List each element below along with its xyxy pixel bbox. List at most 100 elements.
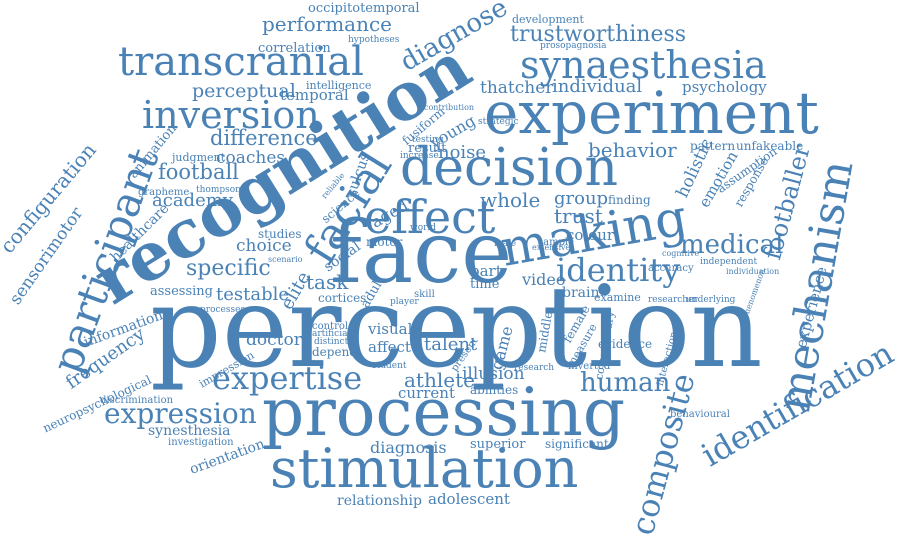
- word-individuation: individuation: [726, 267, 780, 276]
- word-performance: performance: [262, 12, 393, 36]
- word-prosopagnosia: prosopagnosia: [540, 41, 607, 51]
- word-underlying: underlying: [686, 295, 736, 305]
- word-choice: choice: [236, 236, 292, 256]
- word-sample: sample: [538, 237, 575, 248]
- word-depend: depend: [312, 345, 357, 359]
- word-stimulation: stimulation: [270, 437, 579, 500]
- word-relationship: relationship: [337, 493, 422, 509]
- word-perception: perception: [150, 263, 763, 393]
- word-behavior: behavior: [588, 138, 677, 162]
- word-medical: medical: [680, 230, 784, 260]
- word-researcher: researcher: [648, 295, 698, 305]
- word-testing: testing: [412, 135, 444, 145]
- word-world: world: [410, 223, 437, 233]
- word-talent: talent: [424, 334, 478, 355]
- word-decision: decision: [400, 138, 618, 198]
- word-correlation: correlation: [258, 41, 331, 56]
- word-occipitotemporal: occipitotemporal: [308, 1, 420, 16]
- word-contribution: contribution: [424, 103, 475, 112]
- word-doctor: doctor: [246, 330, 302, 350]
- word-current: current: [398, 384, 455, 402]
- word-visual: visual: [368, 320, 413, 338]
- word-motor: motor: [366, 235, 403, 249]
- word-thompson: thompson: [196, 185, 241, 195]
- word-skill: skill: [414, 289, 435, 300]
- word-processing: processing: [262, 374, 626, 451]
- word-pattern: pattern: [690, 139, 736, 153]
- word-student: student: [372, 361, 407, 371]
- word-thatcher: thatcher: [480, 78, 554, 98]
- word-transcranial: transcranial: [118, 39, 364, 85]
- word-abilities: abilities: [470, 383, 519, 397]
- word-experiment: experiment: [484, 79, 819, 147]
- word-intelligence: intelligence: [306, 79, 372, 92]
- word-temporal: temporal: [280, 86, 349, 104]
- word-identity: identity: [556, 251, 681, 289]
- word-finding: finding: [608, 193, 651, 207]
- word-processes: processes: [200, 305, 246, 315]
- word-control: control: [312, 321, 349, 332]
- word-testable: testable: [216, 284, 290, 305]
- word-independent: independent: [700, 257, 758, 267]
- word-effect: effect: [364, 190, 496, 244]
- word-adolescent: adolescent: [428, 490, 510, 508]
- word-behavioural: behavioural: [670, 409, 730, 420]
- word-studies: studies: [258, 227, 302, 241]
- word-judgment: judgment: [172, 151, 226, 164]
- word-increase: increase: [400, 151, 439, 161]
- word-coaches: coaches: [216, 148, 286, 168]
- word-face: face: [330, 203, 513, 303]
- word-individual: individual: [552, 76, 643, 97]
- word-noise: noise: [438, 142, 487, 163]
- word-psychology: psychology: [682, 78, 767, 96]
- word-time: time: [470, 277, 500, 292]
- word-difference: difference: [210, 126, 318, 150]
- word-colour: colour: [566, 226, 615, 244]
- word-distinct: distinct: [314, 337, 349, 347]
- word-expertise: expertise: [212, 359, 363, 397]
- word-expression: expression: [104, 397, 257, 430]
- word-investigation: investigation: [168, 437, 234, 448]
- word-synesthesia: synesthesia: [148, 423, 231, 439]
- word-discrimination: discrimination: [100, 395, 174, 406]
- word-significant: significant: [545, 437, 609, 451]
- word-grapheme: grapheme: [138, 187, 190, 198]
- word-examine: examine: [594, 291, 641, 304]
- word-illusion: illusion: [462, 364, 525, 384]
- word-synaesthesia: synaesthesia: [520, 43, 767, 87]
- word-hypotheses: hypotheses: [348, 35, 400, 45]
- word-group: group: [554, 188, 609, 209]
- word-assessing: assessing: [150, 284, 213, 299]
- word-trust: trust: [554, 204, 603, 228]
- word-male: male: [494, 239, 517, 249]
- word-strategic: strategic: [478, 117, 519, 127]
- word-scenario: scenario: [268, 255, 303, 264]
- word-brain: brain: [562, 285, 600, 301]
- word-athlete: athlete: [404, 368, 475, 392]
- word-extensive: extensive: [532, 243, 571, 252]
- word-video: video: [522, 270, 566, 289]
- word-accuracy: accuracy: [648, 263, 694, 274]
- word-result: result: [408, 141, 447, 156]
- word-research: research: [514, 363, 555, 373]
- word-part: part: [470, 262, 502, 280]
- word-diagnosis: diagnosis: [370, 438, 447, 457]
- word-academy: academy: [152, 190, 233, 211]
- word-whole: whole: [480, 188, 541, 212]
- word-superior: superior: [470, 437, 526, 452]
- word-perceptual: perceptual: [192, 80, 296, 102]
- word-inverted: inverted: [568, 361, 611, 372]
- word-player: player: [390, 297, 419, 307]
- word-trustworthiness: trustworthiness: [510, 22, 687, 47]
- word-artificial: artificial: [312, 329, 351, 339]
- word-affect: affect: [368, 338, 411, 356]
- word-inversion: inversion: [142, 93, 320, 137]
- word-specific: specific: [186, 256, 271, 281]
- word-cortices: cortices: [318, 291, 367, 305]
- word-football: football: [158, 160, 239, 184]
- word-evidence: evidence: [598, 337, 653, 351]
- word-development: development: [512, 13, 584, 26]
- word-unfakeable: unfakeable: [736, 139, 804, 153]
- word-task: task: [306, 270, 349, 294]
